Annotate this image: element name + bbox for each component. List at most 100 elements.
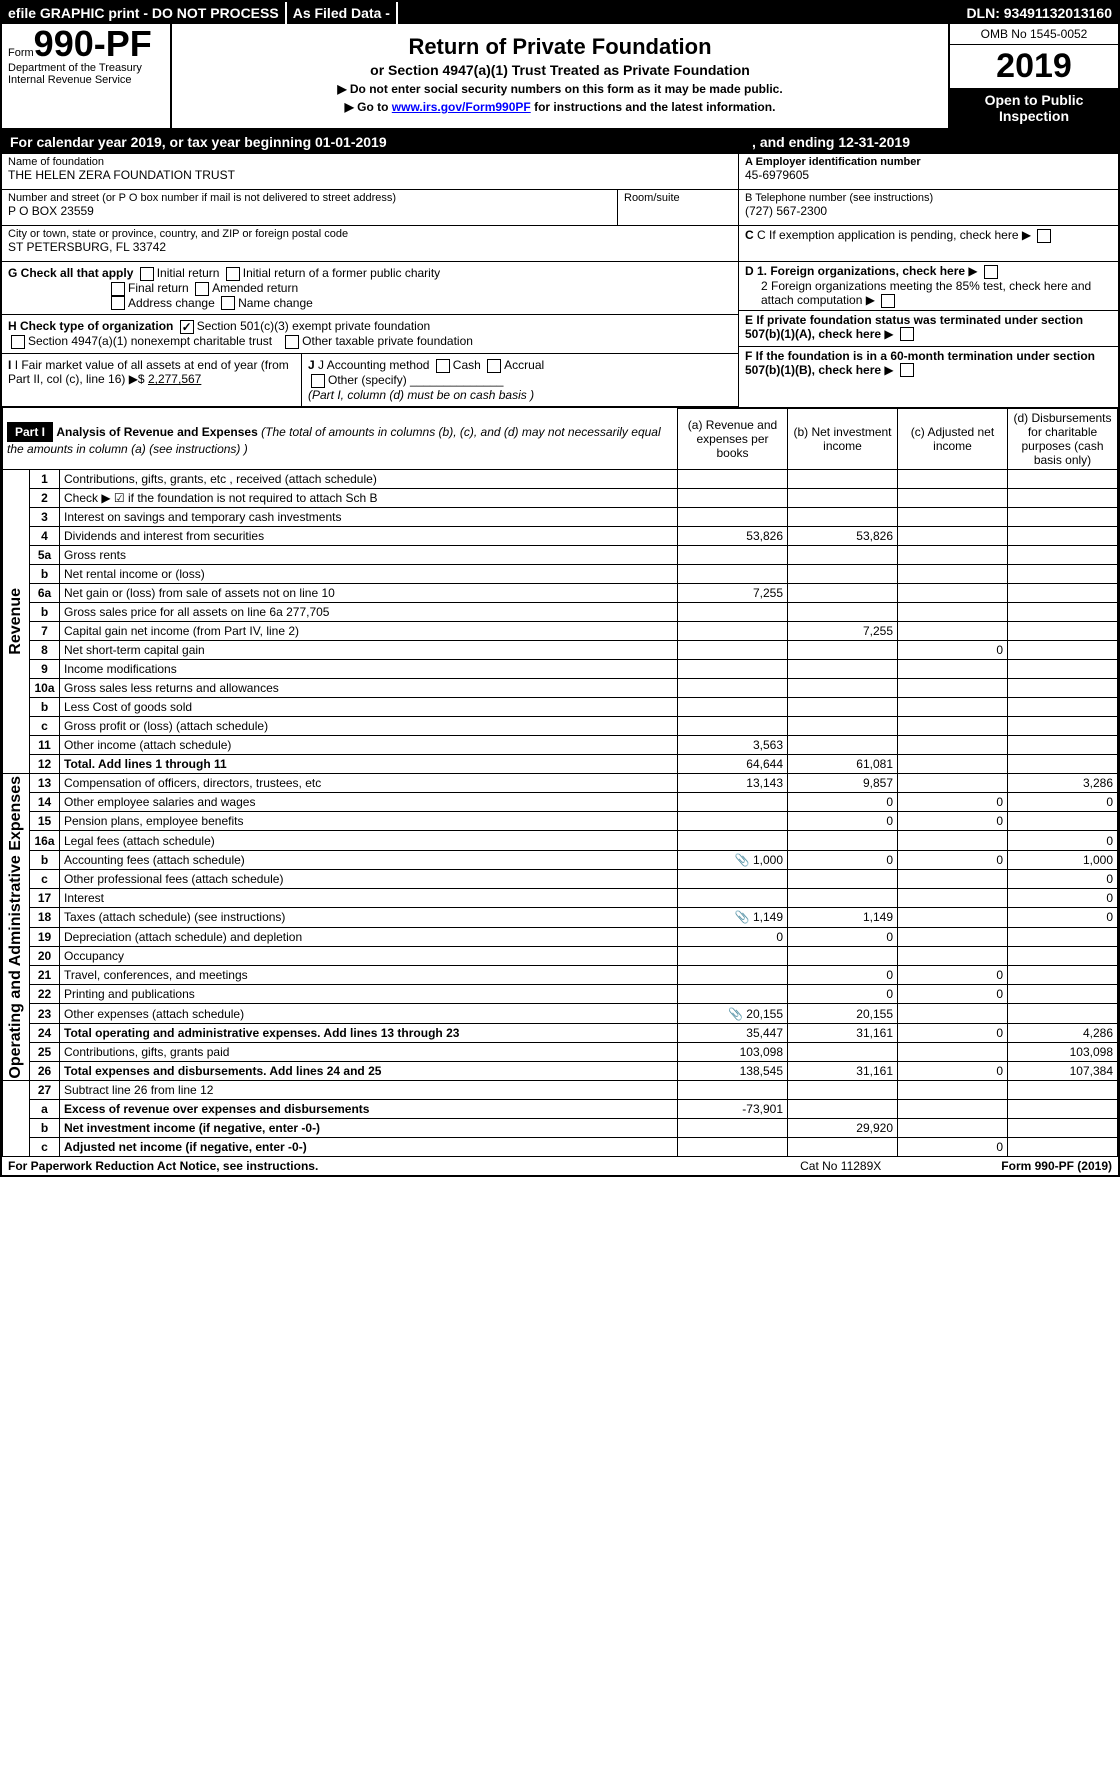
line-number: a [30,1100,60,1119]
value-cell [678,946,788,965]
check-4947[interactable] [11,335,25,349]
value-cell [788,1042,898,1061]
value-cell [1008,985,1118,1004]
value-cell [1008,754,1118,773]
line-desc: Subtract line 26 from line 12 [60,1081,678,1100]
info-grid: Name of foundation THE HELEN ZERA FOUNDA… [2,154,1118,408]
form-990pf: efile GRAPHIC print - DO NOT PROCESS As … [0,0,1120,1177]
line-number: 21 [30,965,60,984]
value-cell: 53,826 [788,526,898,545]
value-cell [678,697,788,716]
analysis-table: Part I Analysis of Revenue and Expenses … [2,408,1118,1158]
value-cell [1008,640,1118,659]
value-cell: 0 [898,965,1008,984]
value-cell [678,1138,788,1157]
value-cell: 0 [678,927,788,946]
line-desc: Contributions, gifts, grants, etc , rece… [60,469,678,488]
check-c[interactable] [1037,229,1051,243]
check-amended[interactable] [195,282,209,296]
value-cell [1008,1081,1118,1100]
value-cell: -73,901 [678,1100,788,1119]
value-cell [898,602,1008,621]
value-cell [898,735,1008,754]
value-cell [1008,659,1118,678]
value-cell [678,507,788,526]
value-cell: 31,161 [788,1023,898,1042]
value-cell [678,965,788,984]
check-other-org[interactable] [285,335,299,349]
value-cell [1008,526,1118,545]
line-desc: Pension plans, employee benefits [60,812,678,831]
form-title: Return of Private Foundation [176,34,944,60]
check-other-acct[interactable] [311,374,325,388]
calendar-row: For calendar year 2019, or tax year begi… [2,130,1118,154]
value-cell: 29,920 [788,1119,898,1138]
value-cell [788,1100,898,1119]
check-e[interactable] [900,327,914,341]
line-desc: Interest [60,889,678,908]
line-desc: Interest on savings and temporary cash i… [60,507,678,526]
value-cell: 7,255 [788,621,898,640]
value-cell: 0 [788,985,898,1004]
value-cell: 0 [1008,793,1118,812]
line-desc: Check ▶ ☑ if the foundation is not requi… [60,488,678,507]
value-cell [678,564,788,583]
check-cash[interactable] [436,359,450,373]
value-cell [898,1042,1008,1061]
value-cell: 53,826 [678,526,788,545]
check-name[interactable] [221,296,235,310]
value-cell: 0 [788,965,898,984]
line-number: 7 [30,621,60,640]
value-cell: 0 [898,850,1008,869]
line-number: 25 [30,1042,60,1061]
line-desc: Gross sales price for all assets on line… [60,602,678,621]
check-accrual[interactable] [487,359,501,373]
value-cell [678,716,788,735]
check-final[interactable] [111,282,125,296]
line-number: 18 [30,908,60,927]
check-initial[interactable] [140,267,154,281]
line-desc: Gross rents [60,545,678,564]
line-desc: Net short-term capital gain [60,640,678,659]
irs-link[interactable]: www.irs.gov/Form990PF [392,100,531,114]
value-cell [678,488,788,507]
value-cell [788,946,898,965]
value-cell [1008,564,1118,583]
line-number: 3 [30,507,60,526]
value-cell [1008,946,1118,965]
value-cell [1008,735,1118,754]
value-cell [678,869,788,888]
line-desc: Other employee salaries and wages [60,793,678,812]
line-number: 24 [30,1023,60,1042]
check-501c3[interactable] [180,320,194,334]
line-number: 23 [30,1004,60,1023]
value-cell [788,735,898,754]
line-number: 20 [30,946,60,965]
value-cell [898,1004,1008,1023]
line-number: 5a [30,545,60,564]
value-cell [678,812,788,831]
value-cell: 4,286 [1008,1023,1118,1042]
line-desc: Excess of revenue over expenses and disb… [60,1100,678,1119]
value-cell: 61,081 [788,754,898,773]
check-f[interactable] [900,363,914,377]
value-cell [788,659,898,678]
value-cell: 0 [788,927,898,946]
check-d2[interactable] [881,294,895,308]
line-desc: Gross sales less returns and allowances [60,678,678,697]
value-cell [788,1138,898,1157]
topbar: efile GRAPHIC print - DO NOT PROCESS As … [2,2,1118,24]
value-cell: 0 [898,985,1008,1004]
line-number: 1 [30,469,60,488]
line-number: b [30,697,60,716]
value-cell [898,908,1008,927]
check-initial-former[interactable] [226,267,240,281]
line-desc: Less Cost of goods sold [60,697,678,716]
form-id-box: Form990-PF Department of the Treasury In… [2,24,172,128]
line-number: 10a [30,678,60,697]
line-desc: Other income (attach schedule) [60,735,678,754]
line-desc: Adjusted net income (if negative, enter … [60,1138,678,1157]
check-address[interactable] [111,296,125,310]
value-cell: 0 [788,812,898,831]
check-d1[interactable] [984,265,998,279]
